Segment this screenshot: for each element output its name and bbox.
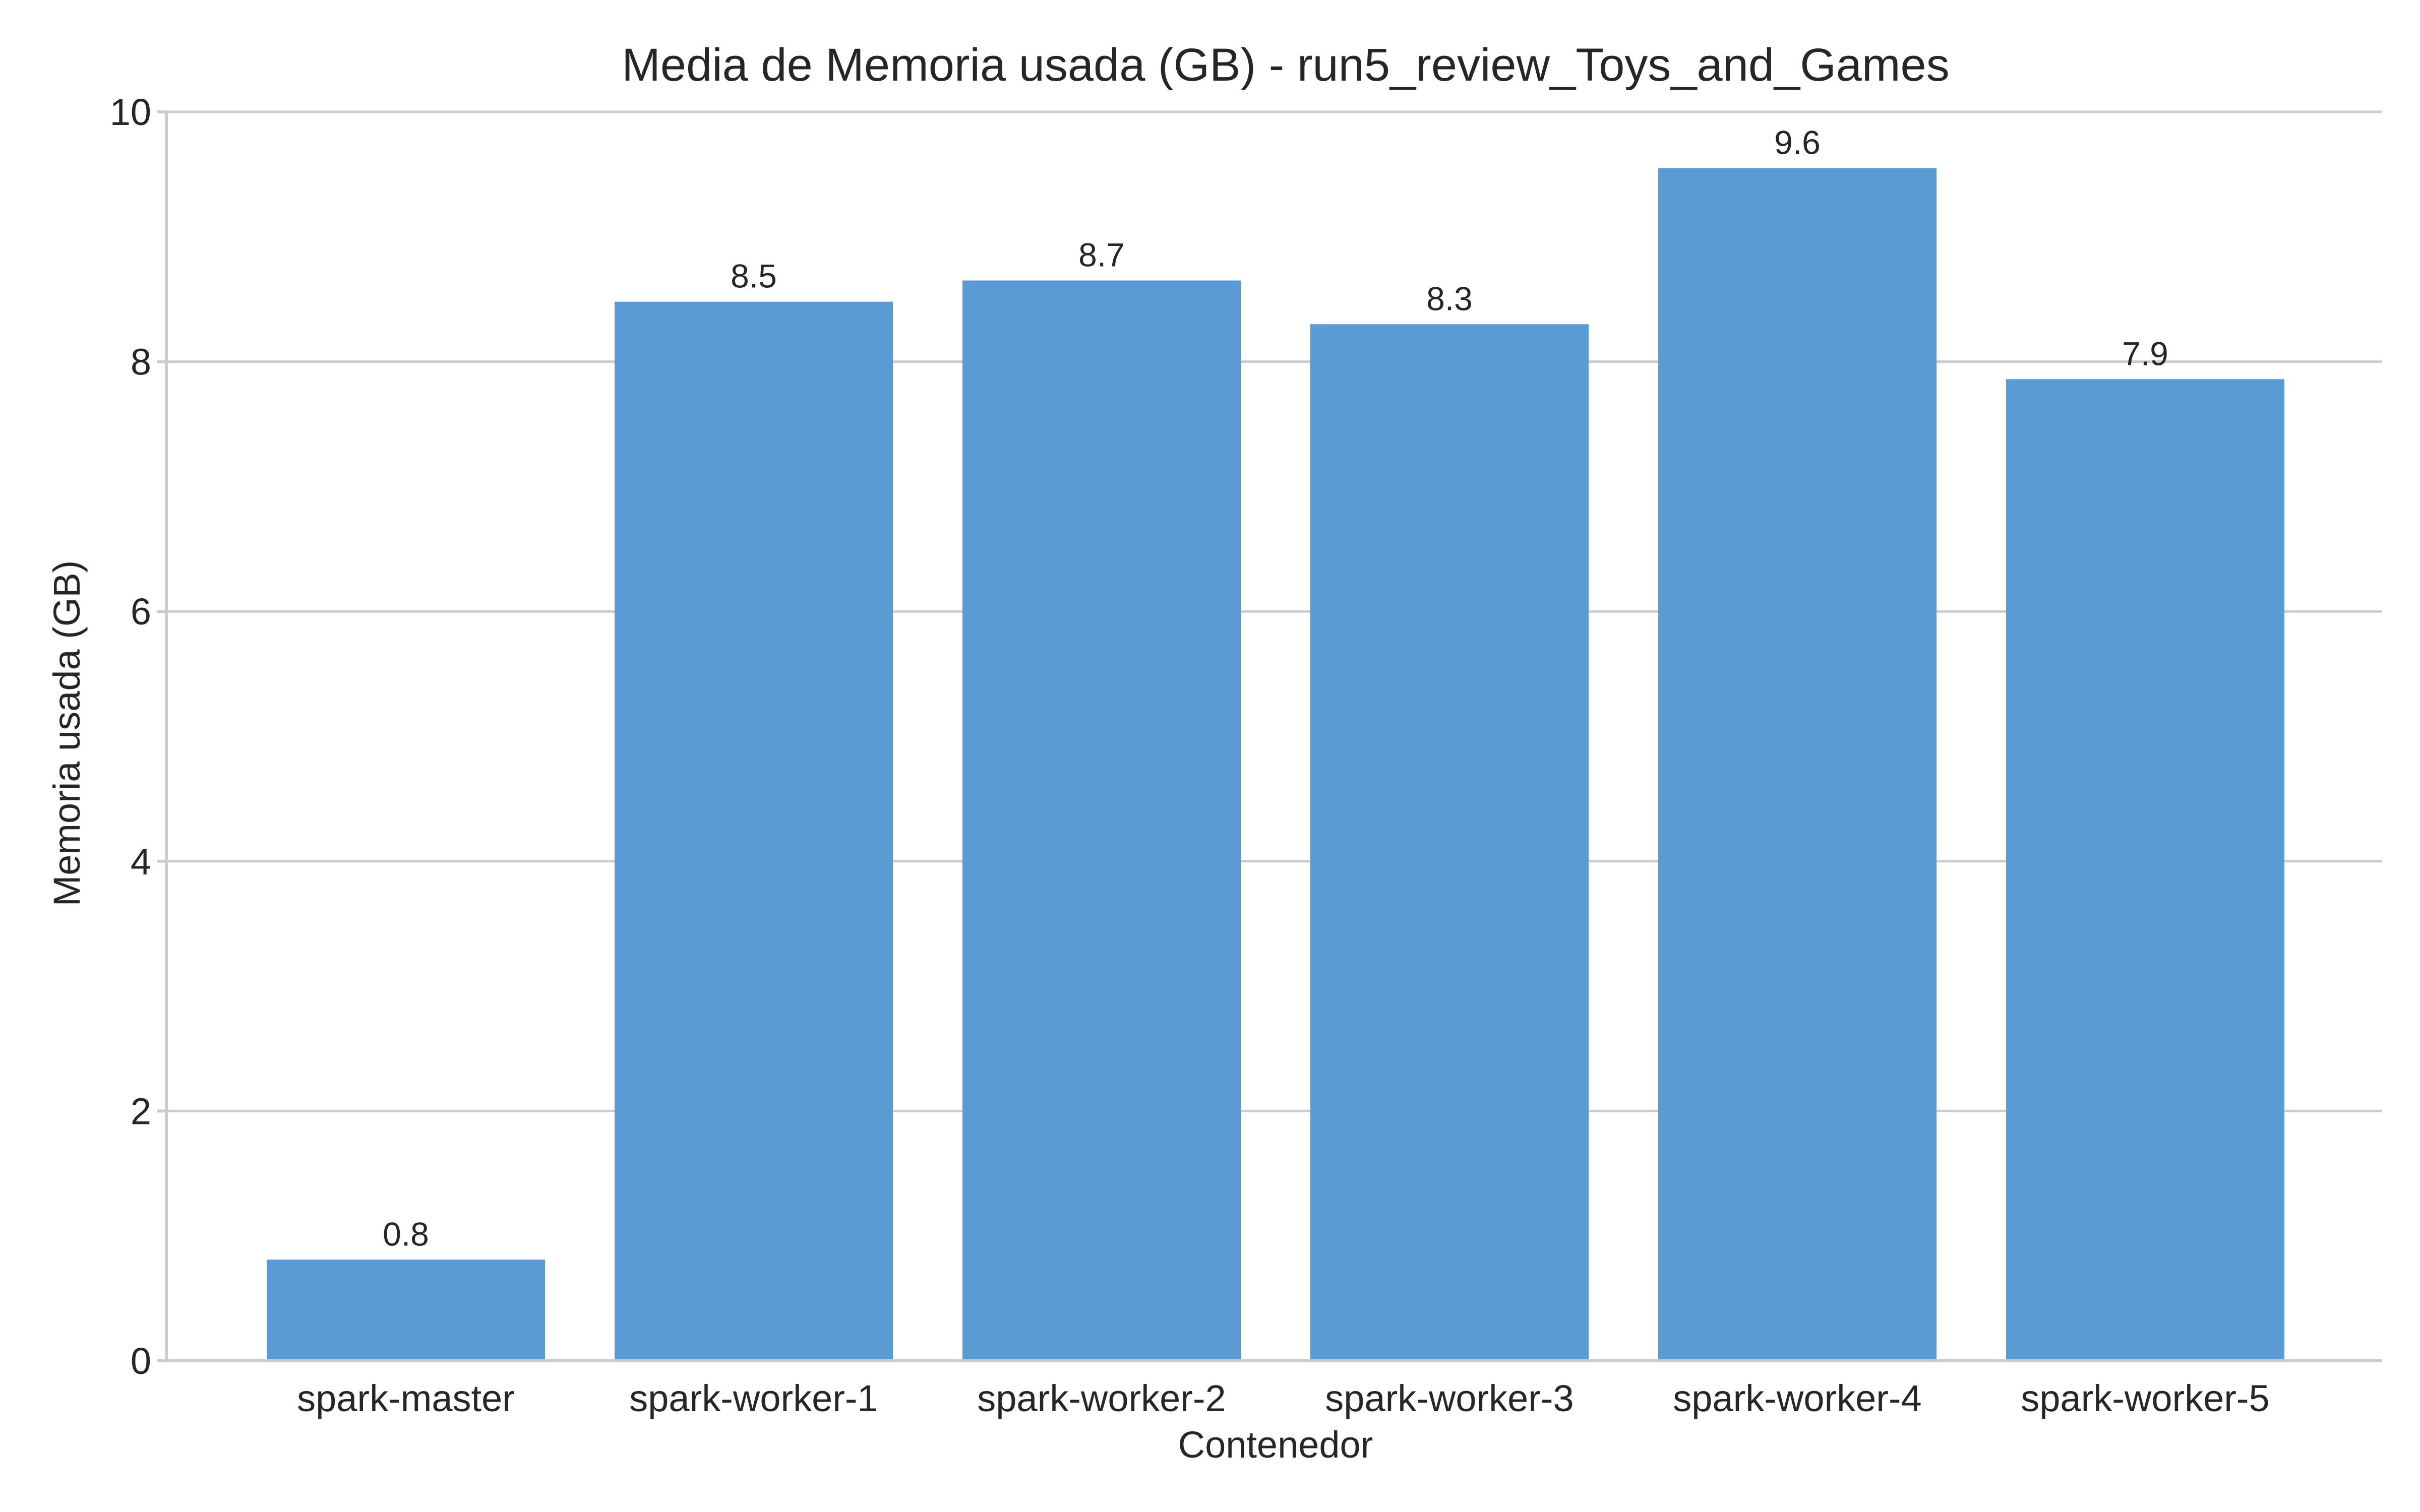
y-axis-label: Memoria usada (GB) — [46, 560, 88, 907]
x-tick-label: spark-worker-3 — [1325, 1377, 1574, 1419]
x-tick-label: spark-worker-2 — [977, 1377, 1226, 1419]
y-tick-label: 8 — [131, 341, 151, 383]
y-tick-label: 0 — [131, 1340, 151, 1382]
bar-spark-master — [267, 1259, 545, 1361]
x-tick-label: spark-master — [297, 1377, 515, 1419]
x-tick-label: spark-worker-1 — [629, 1377, 878, 1419]
y-tick-label: 10 — [110, 91, 151, 133]
x-tick-label: spark-worker-5 — [2021, 1377, 2269, 1419]
chart-title: Media de Memoria usada (GB) - run5_revie… — [622, 39, 1949, 91]
bar-spark-worker-3 — [1310, 324, 1589, 1361]
bar-spark-worker-1 — [615, 301, 893, 1361]
bar-value-label: 7.9 — [2122, 335, 2168, 372]
y-tick-label: 4 — [131, 841, 151, 883]
bar-spark-worker-4 — [1658, 168, 1937, 1361]
bar-value-label: 0.8 — [383, 1215, 429, 1252]
x-tick-label: spark-worker-4 — [1673, 1377, 1921, 1419]
bar-value-label: 8.3 — [1426, 280, 1473, 317]
bar-value-label: 9.6 — [1774, 124, 1821, 161]
bar-spark-worker-2 — [962, 280, 1241, 1361]
bars — [267, 168, 2284, 1361]
labels: 0 2 4 6 8 10 0.8 spark-master 8.5 spark-worker-1 8… — [110, 91, 2270, 1419]
bar-spark-worker-5 — [2006, 379, 2284, 1361]
x-axis-label: Contenedor — [1178, 1424, 1373, 1466]
axes — [157, 110, 2382, 1362]
bar-value-label: 8.5 — [731, 258, 777, 295]
y-tick-label: 6 — [131, 591, 151, 633]
bar-value-label: 8.7 — [1078, 236, 1125, 274]
y-tick-label: 2 — [131, 1090, 151, 1132]
